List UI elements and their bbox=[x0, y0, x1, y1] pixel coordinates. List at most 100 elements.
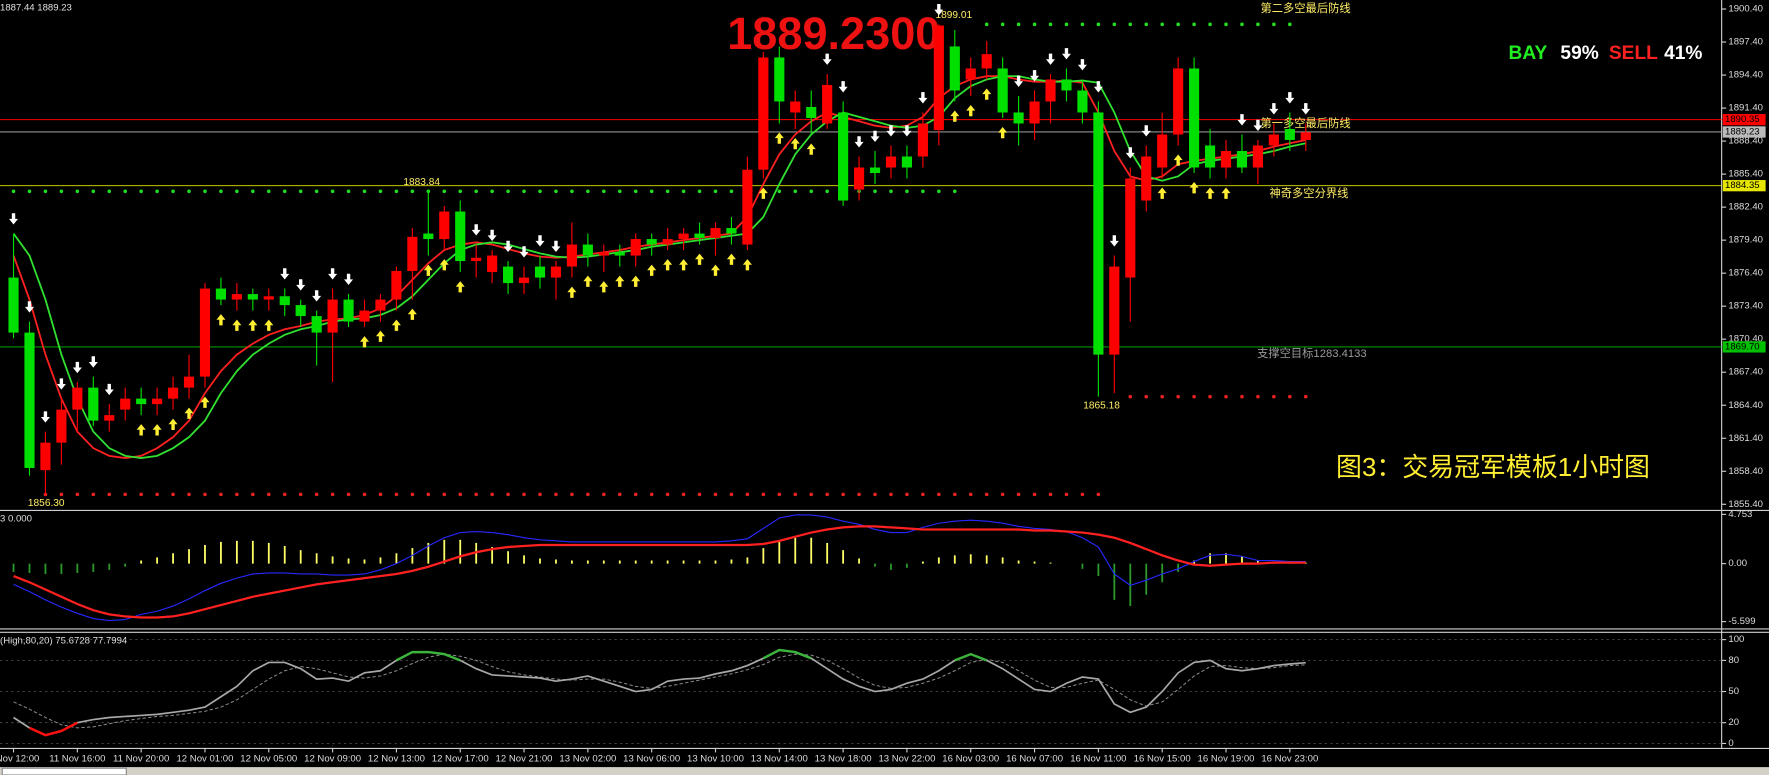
signal-arrow-up bbox=[439, 259, 449, 271]
candle-body bbox=[1300, 132, 1311, 140]
histogram-bar bbox=[172, 553, 174, 564]
x-tick-label: 12 Nov 01:00 bbox=[176, 754, 233, 765]
signal-arrow-down bbox=[56, 378, 66, 390]
candle-body bbox=[503, 266, 514, 284]
signal-arrow-down bbox=[40, 411, 50, 423]
tab[interactable] bbox=[1, 767, 127, 775]
histogram-bar bbox=[1241, 556, 1243, 564]
dotted-level-label: 1856.30 bbox=[28, 498, 65, 509]
oversold-segment bbox=[28, 721, 78, 737]
signal-arrow-up bbox=[806, 143, 816, 155]
histogram-bar bbox=[921, 561, 924, 564]
histogram-bar bbox=[331, 556, 334, 564]
price-header: 1887.44 1889.23 bbox=[0, 2, 72, 13]
signal-arrow-up bbox=[679, 259, 689, 271]
sentiment: BAY bbox=[1509, 43, 1548, 64]
candle-body bbox=[8, 277, 19, 333]
signal-arrow-up bbox=[375, 330, 385, 342]
candle-body bbox=[487, 255, 498, 273]
signal-arrow-up bbox=[647, 264, 657, 276]
signal-arrow-up bbox=[232, 319, 242, 331]
signal-arrow-down bbox=[328, 268, 338, 280]
candle-body bbox=[1220, 150, 1232, 168]
candle-body bbox=[104, 415, 115, 421]
x-tick-label: 16 Nov 07:00 bbox=[1006, 754, 1063, 765]
candle-body bbox=[72, 387, 83, 410]
histogram-bar bbox=[1225, 553, 1227, 564]
candle-body bbox=[423, 233, 434, 240]
histogram-bar bbox=[1033, 561, 1036, 564]
candle-body bbox=[806, 106, 817, 118]
signal-arrow-up bbox=[742, 259, 752, 271]
signal-arrow-up bbox=[1205, 187, 1215, 199]
signal-arrow-up bbox=[774, 132, 784, 144]
y-tick-label: 1897.40 bbox=[1728, 37, 1763, 48]
y-tick-label: 50 bbox=[1728, 686, 1739, 697]
y-tick-label: 1900.40 bbox=[1728, 4, 1763, 15]
histogram-bar bbox=[251, 540, 254, 564]
x-tick-label: 12 Nov 05:00 bbox=[240, 754, 297, 765]
signal-arrow-up bbox=[1157, 187, 1167, 199]
signal-arrow-up bbox=[790, 138, 800, 150]
histogram-bar bbox=[44, 563, 47, 574]
signal-arrow-down bbox=[24, 301, 34, 313]
histogram-bar bbox=[523, 555, 525, 564]
signal-arrow-down bbox=[870, 130, 880, 142]
histogram-bar bbox=[714, 560, 717, 564]
histogram-bar bbox=[571, 560, 573, 564]
candle-body bbox=[1093, 112, 1104, 355]
candle-body bbox=[822, 84, 833, 124]
histogram-bar bbox=[299, 550, 302, 564]
x-tick-label: 1 Nov 12:00 bbox=[0, 754, 39, 765]
y-tick-label: 20 bbox=[1728, 717, 1739, 728]
candle-body bbox=[199, 288, 211, 377]
signal-arrow-down bbox=[1141, 125, 1151, 137]
x-tick-label: 16 Nov 03:00 bbox=[942, 754, 999, 765]
level-label: 1869.70 bbox=[1725, 341, 1760, 352]
candle-body bbox=[1077, 90, 1088, 113]
histogram-bar bbox=[60, 563, 63, 574]
level-box bbox=[1722, 180, 1766, 192]
signal-arrow-down bbox=[1014, 75, 1024, 87]
dotted-level-label: 1899.01 bbox=[936, 10, 973, 21]
signal-arrow-down bbox=[1030, 70, 1040, 82]
macd-title: 3 0.000 bbox=[0, 513, 32, 524]
y-tick-label: 1885.40 bbox=[1728, 169, 1763, 180]
x-tick-label: 12 Nov 13:00 bbox=[368, 754, 425, 765]
dotted-level-label: 1883.84 bbox=[403, 177, 440, 188]
signal-arrow-up bbox=[663, 259, 673, 271]
x-tick-label: 13 Nov 14:00 bbox=[751, 754, 808, 765]
candle-body bbox=[726, 228, 737, 234]
candle-body bbox=[263, 296, 274, 300]
caption: 图3：交易冠军模板1小时图 bbox=[1336, 453, 1650, 482]
signal-arrow-up bbox=[615, 275, 625, 287]
candle-body bbox=[88, 387, 99, 421]
signal-arrow-down bbox=[1077, 59, 1087, 71]
x-tick-label: 16 Nov 23:00 bbox=[1261, 754, 1318, 765]
signal-arrow-down bbox=[535, 235, 545, 247]
y-tick-label: 1870.40 bbox=[1728, 334, 1763, 345]
candle-body bbox=[215, 288, 227, 300]
level-label: 1884.35 bbox=[1725, 180, 1760, 191]
candle-body bbox=[1204, 145, 1216, 168]
signal-arrow-up bbox=[710, 264, 721, 276]
histogram-bar bbox=[1145, 563, 1148, 595]
candle-body bbox=[24, 332, 35, 468]
signal-arrow-down bbox=[934, 4, 944, 16]
signal-arrow-down bbox=[280, 268, 290, 280]
candle-body bbox=[1125, 178, 1136, 278]
candle-body bbox=[566, 244, 577, 267]
sentiment: 59% bbox=[1560, 43, 1598, 64]
y-tick-label: 1888.40 bbox=[1728, 136, 1763, 147]
candle-body bbox=[518, 277, 530, 284]
histogram-bar bbox=[108, 563, 111, 570]
histogram-bar bbox=[602, 560, 605, 564]
candle-body bbox=[981, 54, 992, 69]
histogram-bar bbox=[1113, 563, 1116, 600]
histogram-bar bbox=[28, 563, 31, 573]
signal-arrow-down bbox=[296, 279, 306, 291]
signal-arrow-down bbox=[1093, 81, 1103, 93]
histogram-bar bbox=[1177, 563, 1180, 572]
y-tick-label: 1867.40 bbox=[1728, 367, 1763, 378]
